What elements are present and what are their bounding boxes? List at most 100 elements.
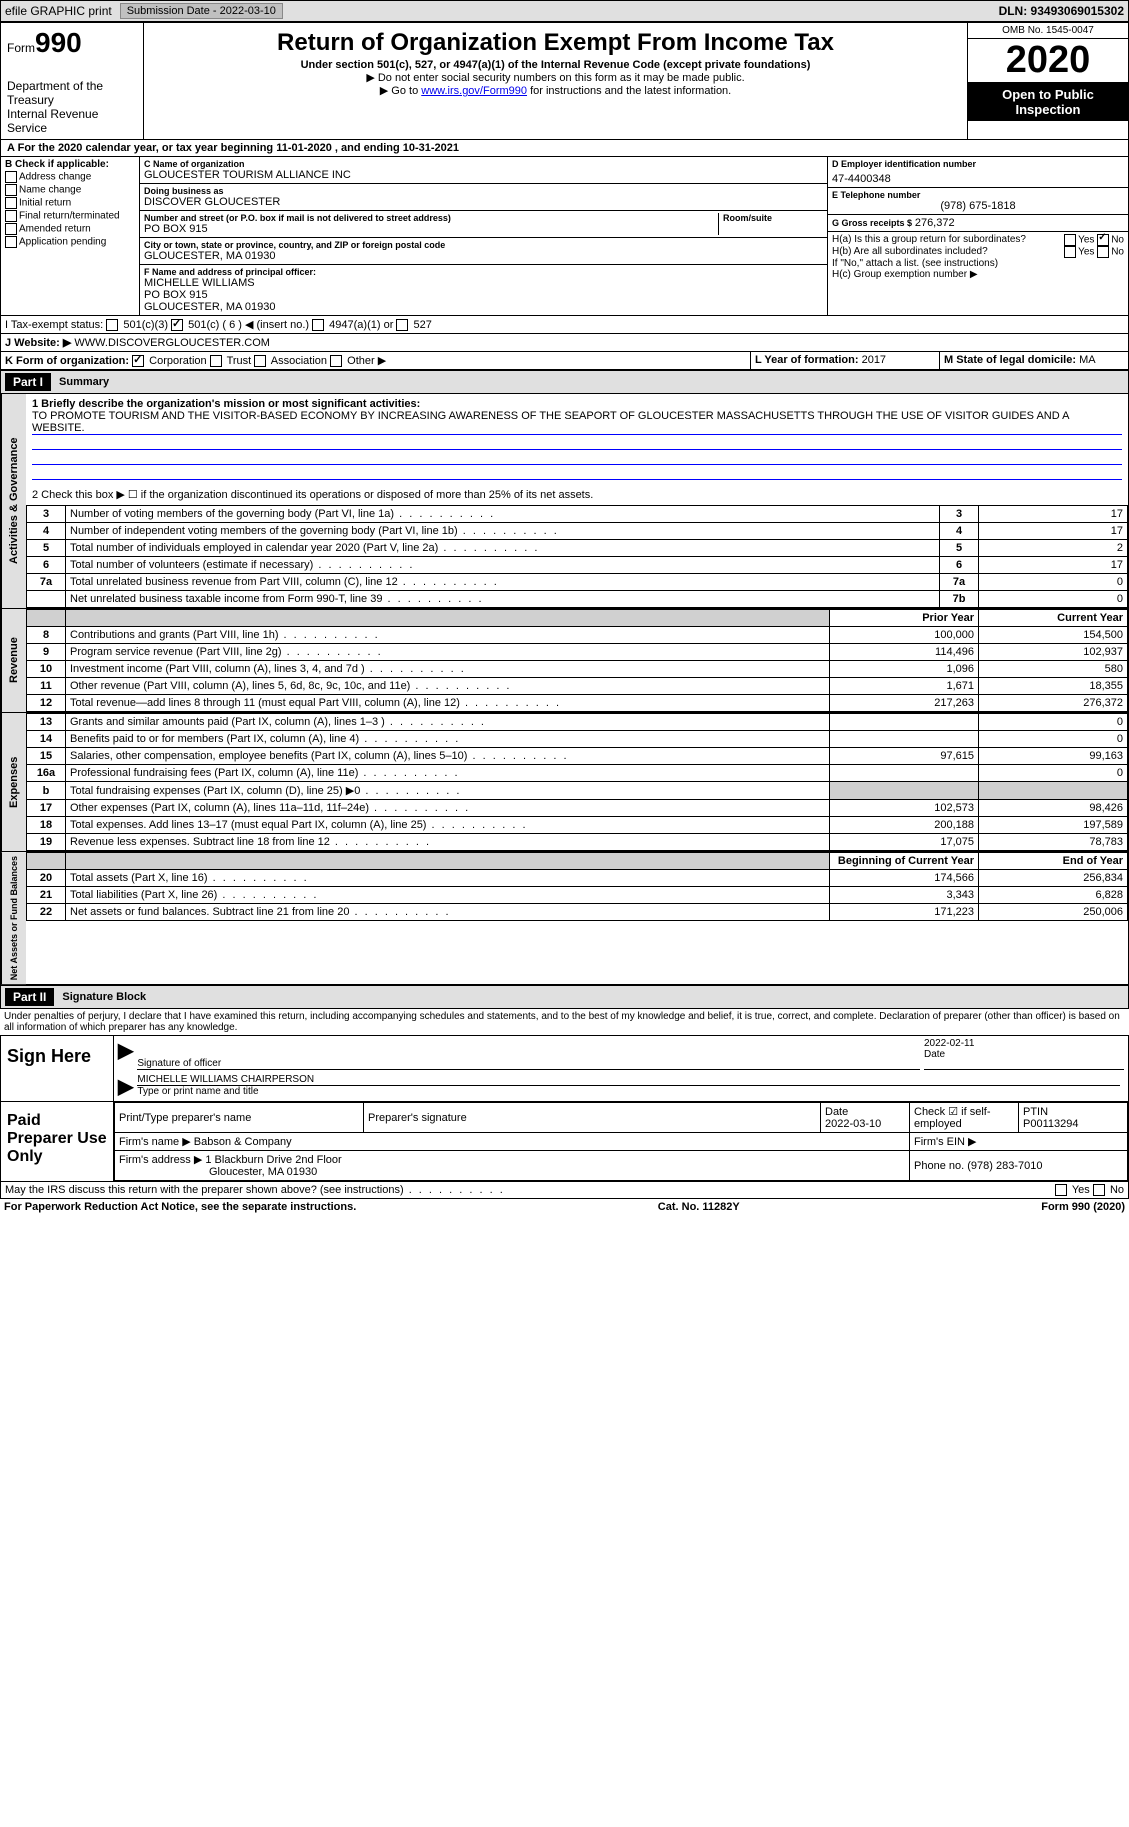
b-item-1: Name change (19, 185, 81, 196)
footer-right: Form 990 (2020) (1041, 1201, 1125, 1213)
firm-phone-label: Phone no. (914, 1160, 964, 1172)
table-row: 3Number of voting members of the governi… (27, 506, 1128, 523)
527-checkbox[interactable] (396, 319, 408, 331)
phone-value: (978) 675-1818 (832, 200, 1124, 212)
ein-value: 47-4400348 (832, 173, 1124, 185)
paid-preparer-label: Paid Preparer Use Only (1, 1102, 114, 1181)
right-col: D Employer identification number 47-4400… (828, 157, 1128, 315)
hb-no-checkbox[interactable] (1097, 246, 1109, 258)
501c-checkbox[interactable] (171, 319, 183, 331)
sig-arrow-2: ▶ (118, 1074, 133, 1099)
table-row: 4Number of independent voting members of… (27, 523, 1128, 540)
l-value: 2017 (862, 354, 886, 366)
table-row: 9Program service revenue (Part VIII, lin… (27, 644, 1128, 661)
netassets-label: Net Assets or Fund Balances (1, 852, 26, 984)
part1-header: Part I (5, 373, 51, 391)
self-emp: Check ☑ if self-employed (910, 1103, 1019, 1133)
net-h-blank1 (27, 853, 66, 870)
trust-checkbox[interactable] (210, 355, 222, 367)
opt-4947: 4947(a)(1) or (329, 319, 393, 331)
application-pending-checkbox[interactable] (5, 236, 17, 248)
omb-number: OMB No. 1545-0047 (968, 23, 1128, 39)
4947-checkbox[interactable] (312, 319, 324, 331)
name-change-checkbox[interactable] (5, 184, 17, 196)
table-row: bTotal fundraising expenses (Part IX, co… (27, 782, 1128, 800)
governance-label: Activities & Governance (1, 394, 26, 608)
k-other: Other ▶ (347, 355, 386, 367)
assoc-checkbox[interactable] (254, 355, 266, 367)
table-row: 10Investment income (Part VIII, column (… (27, 661, 1128, 678)
ha-no: No (1111, 235, 1124, 246)
part2-title-row: Part II Signature Block (0, 985, 1129, 1009)
governance-table: 3Number of voting members of the governi… (26, 505, 1128, 608)
table-row: 17Other expenses (Part IX, column (A), l… (27, 800, 1128, 817)
hb-note: If "No," attach a list. (see instruction… (832, 258, 1124, 269)
address-change-checkbox[interactable] (5, 171, 17, 183)
b-item-5: Application pending (19, 237, 106, 248)
table-row: 13Grants and similar amounts paid (Part … (27, 714, 1128, 731)
discuss-yes-checkbox[interactable] (1055, 1184, 1067, 1196)
other-checkbox[interactable] (330, 355, 342, 367)
table-row: 18Total expenses. Add lines 13–17 (must … (27, 817, 1128, 834)
irs-link[interactable]: www.irs.gov/Form990 (421, 85, 527, 97)
501c3-checkbox[interactable] (106, 319, 118, 331)
expenses-section: Expenses 13Grants and similar amounts pa… (0, 713, 1129, 852)
irs-label: Internal Revenue Service (7, 107, 137, 135)
firm-phone: (978) 283-7010 (967, 1160, 1042, 1172)
m-label: M State of legal domicile: (944, 354, 1076, 366)
opt-501c3: 501(c)(3) (123, 319, 168, 331)
dba-label: Doing business as (144, 186, 823, 196)
prep-name-label: Print/Type preparer's name (115, 1103, 364, 1133)
city-label: City or town, state or province, country… (144, 240, 823, 250)
table-row: 12Total revenue—add lines 8 through 11 (… (27, 695, 1128, 712)
officer-sub: Type or print name and title (137, 1085, 1120, 1097)
initial-return-checkbox[interactable] (5, 197, 17, 209)
instr-2: ▶ Go to www.irs.gov/Form990 for instruct… (150, 84, 961, 97)
officer-street: PO BOX 915 (144, 289, 823, 301)
table-row: 15Salaries, other compensation, employee… (27, 748, 1128, 765)
section-b: B Check if applicable: Address change Na… (1, 157, 140, 315)
header-right: OMB No. 1545-0047 2020 Open to Public In… (968, 23, 1128, 139)
street-value: PO BOX 915 (144, 223, 718, 235)
discuss-no-checkbox[interactable] (1093, 1184, 1105, 1196)
gross-label: G Gross receipts $ (832, 218, 912, 228)
table-row: 8Contributions and grants (Part VIII, li… (27, 627, 1128, 644)
table-row: 6Total number of volunteers (estimate if… (27, 557, 1128, 574)
b-item-2: Initial return (19, 198, 71, 209)
form-subtitle: Under section 501(c), 527, or 4947(a)(1)… (150, 59, 961, 71)
submission-date-button[interactable]: Submission Date - 2022-03-10 (120, 3, 283, 19)
footer: For Paperwork Reduction Act Notice, see … (0, 1199, 1129, 1215)
opt-527: 527 (414, 319, 432, 331)
sig-arrow-1: ▶ (118, 1038, 133, 1070)
ha-label: H(a) Is this a group return for subordin… (832, 234, 1026, 246)
officer-city: GLOUCESTER, MA 01930 (144, 301, 823, 313)
gross-value: 276,372 (915, 217, 955, 229)
ha-no-checkbox[interactable] (1097, 234, 1109, 246)
k-label: K Form of organization: (5, 355, 129, 367)
discuss-yes: Yes (1072, 1184, 1090, 1196)
revenue-label: Revenue (1, 609, 26, 712)
end-year-header: End of Year (979, 853, 1128, 870)
sig-date-val: 2022-02-11 (924, 1038, 1124, 1049)
j-label: J Website: ▶ (5, 337, 71, 349)
open-to-public: Open to Public Inspection (968, 83, 1128, 121)
opt-501c: 501(c) ( 6 ) ◀ (insert no.) (188, 319, 309, 331)
hb-yes-checkbox[interactable] (1064, 246, 1076, 258)
part2-title: Signature Block (62, 991, 146, 1003)
mission-line-2 (32, 437, 1122, 450)
officer-label: F Name and address of principal officer: (144, 267, 823, 277)
dept-label: Department of the Treasury (7, 79, 137, 107)
amended-return-checkbox[interactable] (5, 223, 17, 235)
firm-name-label: Firm's name ▶ (119, 1136, 191, 1148)
corp-checkbox[interactable] (132, 355, 144, 367)
street-label: Number and street (or P.O. box if mail i… (144, 213, 718, 223)
ha-yes-checkbox[interactable] (1064, 234, 1076, 246)
hb-label: H(b) Are all subordinates included? (832, 246, 988, 258)
form-number: 990 (35, 27, 82, 58)
signature-block: Sign Here ▶ Signature of officer 2022-02… (0, 1035, 1129, 1182)
tax-year: 2020 (968, 39, 1128, 83)
line1-label: 1 Briefly describe the organization's mi… (32, 398, 1122, 410)
final-return-checkbox[interactable] (5, 210, 17, 222)
phone-label: E Telephone number (832, 190, 1124, 200)
revenue-table: Prior Year Current Year 8Contributions a… (26, 609, 1128, 712)
